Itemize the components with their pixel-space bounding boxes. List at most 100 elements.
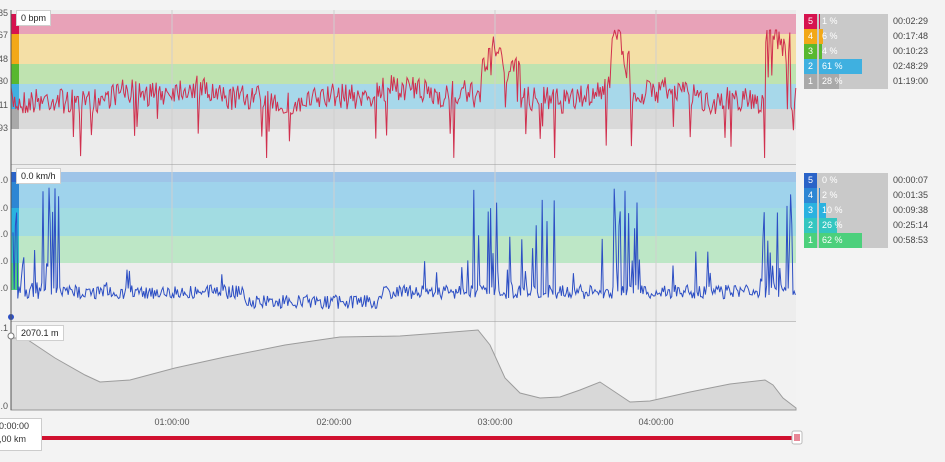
speed-zone-percent: 26 %	[822, 220, 843, 230]
heart-rate-tick-label: 48	[0, 54, 8, 64]
speed-tick-label: 2.0	[0, 256, 8, 266]
speed-zone-row: 2 26 %	[804, 218, 888, 233]
heart-rate-zone-band	[11, 64, 796, 84]
position-distance: ,00 km	[0, 434, 27, 444]
heart-rate-zone-number: 4	[804, 29, 817, 44]
speed-zone-percent: 10 %	[822, 205, 843, 215]
heart-rate-zone-percent: 4 %	[822, 46, 838, 56]
speed-zone-row: 5 0 %	[804, 173, 888, 188]
speed-tick-label: 2.0	[0, 229, 8, 239]
speed-zone-share-bar	[819, 203, 826, 218]
heart-rate-zone-share-bar	[819, 29, 824, 44]
speed-zone-number: 5	[804, 173, 817, 188]
heart-rate-tick-label: 93	[0, 123, 8, 133]
heart-rate-zone-row: 5 1 %	[804, 14, 888, 29]
speed-zone-marker	[11, 172, 19, 182]
speed-zone-row: 1 62 %	[804, 233, 888, 248]
speed-zone-share-bar	[819, 218, 838, 233]
speed-zone-percent: 0 %	[822, 175, 838, 185]
heart-rate-zone-marker	[11, 34, 19, 64]
heart-rate-zone-percent: 1 %	[822, 16, 838, 26]
speed-zone-band	[11, 182, 796, 208]
speed-zone-band	[11, 172, 796, 182]
heart-rate-zone-band	[11, 109, 796, 129]
speed-zone-percent: 2 %	[822, 190, 838, 200]
time-axis: 01:00:00 02:00:00 03:00:00 04:00:00	[154, 417, 673, 427]
heart-rate-zone-marker	[11, 64, 19, 84]
speed-tick-label: 2.0	[0, 283, 8, 293]
heart-rate-zone-share-bar	[819, 74, 839, 89]
heart-rate-zone-percent: 61 %	[822, 61, 843, 71]
speed-readout: 0.0 km/h	[16, 168, 61, 184]
heart-rate-zone-row: 4 6 %	[804, 29, 888, 44]
speed-zone-percent: 62 %	[822, 235, 843, 245]
speed-zone-number: 4	[804, 188, 817, 203]
speed-zone-time: 00:58:53	[893, 235, 929, 245]
speed-zone-number: 1	[804, 233, 817, 248]
speed-zone-row: 4 2 %	[804, 188, 888, 203]
position-readout: 0:00:00 ,00 km	[0, 418, 42, 451]
speed-zone-band	[11, 263, 796, 290]
time-axis-label: 02:00:00	[316, 417, 351, 427]
altitude-area	[10, 329, 797, 411]
altitude-tick-label: .0	[0, 401, 8, 411]
speed-zone-time: 00:00:07	[893, 175, 929, 185]
speed-tick-label: 2.0	[0, 175, 8, 185]
time-axis-label: 04:00:00	[638, 417, 673, 427]
time-axis-label: 03:00:00	[477, 417, 512, 427]
heart-rate-tick-label: 11	[0, 100, 8, 110]
heart-rate-zone-marker	[11, 84, 19, 109]
speed-zone-marker	[11, 263, 19, 290]
heart-rate-zone-band	[11, 34, 796, 64]
speed-zone-row: 3 10 %	[804, 203, 888, 218]
heart-rate-zone-number: 5	[804, 14, 817, 29]
heart-rate-zone-time: 01:19:00	[893, 76, 929, 86]
heart-rate-zone-percent: 6 %	[822, 31, 838, 41]
speed-zone-band	[11, 236, 796, 263]
heart-rate-zone-row: 3 4 %	[804, 44, 888, 59]
speed-zone-marker	[11, 208, 19, 236]
speed-tick-label: 2.0	[0, 203, 8, 213]
speed-zone-marker	[11, 182, 19, 208]
heart-rate-tick-label: 67	[0, 30, 8, 40]
position-time: 0:00:00	[0, 421, 30, 431]
heart-rate-zone-marker	[11, 109, 19, 129]
speed-zone-number: 3	[804, 203, 817, 218]
speed-zone-time: 00:09:38	[893, 205, 929, 215]
speed-zone-share-bar	[819, 233, 863, 248]
heart-rate-zone-time: 00:17:48	[893, 31, 929, 41]
heart-rate-line	[10, 29, 797, 159]
timeline-range[interactable]	[30, 436, 796, 440]
speed-zone-time: 00:01:35	[893, 190, 929, 200]
heart-rate-zone-row: 2 61 %	[804, 59, 888, 74]
speed-zone-time: 00:25:14	[893, 220, 929, 230]
timeline-scrubber[interactable]	[30, 430, 803, 445]
heart-rate-zone-share-bar	[819, 59, 862, 74]
speed-zone-band	[11, 208, 796, 236]
heart-rate-zone-number: 2	[804, 59, 817, 74]
heart-rate-readout: 0 bpm	[16, 10, 52, 26]
heart-rate-zone-number: 3	[804, 44, 817, 59]
altitude-tick-label: .1	[0, 323, 8, 333]
heart-rate-zone-band	[11, 14, 796, 34]
speed-line	[12, 187, 796, 310]
heart-rate-zone-time: 00:10:23	[893, 46, 929, 56]
speed-chart[interactable]: 2.0 2.0 2.0 2.0 2.0	[0, 165, 796, 323]
heart-rate-zone-share-bar	[819, 14, 820, 29]
altitude-readout: 2070.1 m	[16, 325, 64, 341]
speed-zone-share-bar	[819, 188, 821, 203]
heart-rate-zone-row: 1 28 %	[804, 74, 888, 89]
heart-rate-zone-marker	[11, 14, 19, 34]
heart-rate-zone-percent: 28 %	[822, 76, 843, 86]
heart-rate-zone-share-bar	[819, 44, 822, 59]
heart-rate-zone-time: 02:48:29	[893, 61, 929, 71]
speed-zone-number: 2	[804, 218, 817, 233]
heart-rate-tick-label: 30	[0, 76, 8, 86]
heart-rate-chart[interactable]: 85 67 48 30 11 93	[0, 8, 797, 166]
time-axis-label: 01:00:00	[154, 417, 189, 427]
altitude-chart[interactable]: .1 .0	[0, 10, 797, 411]
heart-rate-zone-number: 1	[804, 74, 817, 89]
altitude-cursor-dot	[7, 332, 15, 340]
heart-rate-tick-label: 85	[0, 8, 8, 18]
